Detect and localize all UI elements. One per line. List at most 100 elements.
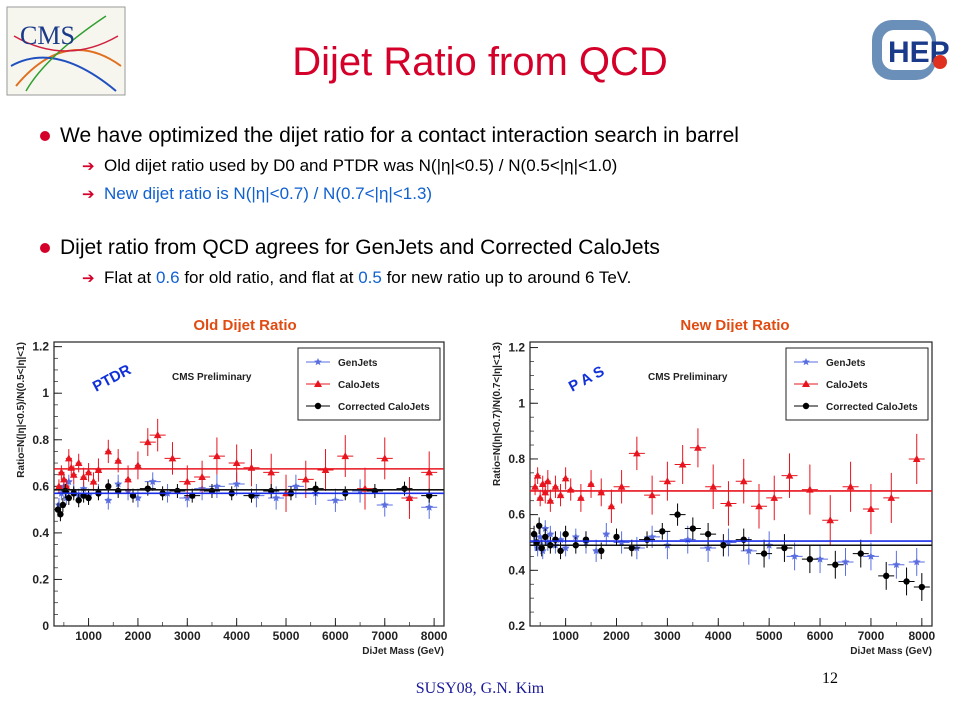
new-dijet-ratio-chart: 0.2 0.4 0.6 0.8 1 1.2 1000 2000 3000 4000 5000 6000… bbox=[478, 332, 944, 660]
data-point bbox=[785, 471, 794, 479]
x-tick-label: 2000 bbox=[125, 629, 152, 643]
data-point bbox=[89, 477, 98, 485]
x-tick-label: 7000 bbox=[371, 629, 398, 643]
legend-marker bbox=[802, 402, 810, 410]
data-point bbox=[267, 468, 276, 476]
data-point bbox=[816, 555, 824, 563]
data-point bbox=[724, 538, 733, 546]
data-point bbox=[75, 497, 82, 504]
data-point bbox=[597, 488, 606, 496]
data-point bbox=[74, 459, 83, 467]
old-ratio-panel-title: Old Dijet Ratio bbox=[193, 317, 297, 334]
x-tick-label: 5000 bbox=[756, 629, 783, 643]
y-axis-title: Ratio=N(|η|<0.7)/N(0.7<|η|<1.3) bbox=[492, 342, 503, 486]
legend: GenJets CaloJets Corrected CaloJets bbox=[785, 347, 929, 421]
page-number: 12 bbox=[822, 670, 838, 687]
sub-bullet-1b-text: New dijet ratio is N(|η|<0.7) / N(0.7<|η… bbox=[104, 184, 433, 203]
data-point bbox=[380, 454, 389, 462]
data-point bbox=[561, 543, 570, 552]
data-point bbox=[544, 477, 552, 485]
data-point bbox=[887, 493, 896, 501]
data-point bbox=[85, 494, 92, 502]
data-point bbox=[62, 482, 71, 490]
sub-bullet-2a-value-new: 0.5 bbox=[358, 268, 382, 287]
series-calojets bbox=[531, 428, 925, 546]
x-tick-label: 5000 bbox=[273, 629, 300, 643]
arrow-right-icon: ➔ bbox=[82, 158, 95, 175]
y-tick-label: 1 bbox=[42, 386, 49, 400]
sub-bullet-2a-value-old: 0.6 bbox=[155, 268, 180, 287]
x-tick-label: 7000 bbox=[858, 629, 885, 643]
legend-marker bbox=[314, 402, 322, 410]
legend-marker bbox=[314, 380, 322, 387]
sub-bullet-2a-part-1: Flat at bbox=[104, 268, 156, 287]
data-point bbox=[704, 530, 712, 538]
y-tick-label: 1 bbox=[518, 396, 525, 410]
data-point bbox=[643, 536, 651, 543]
x-tick-label: 2000 bbox=[603, 629, 630, 643]
data-point bbox=[538, 544, 545, 552]
series-calojets bbox=[55, 418, 438, 519]
data-point bbox=[562, 530, 569, 538]
data-point bbox=[148, 477, 157, 486]
x-tick-label: 8000 bbox=[908, 629, 935, 643]
legend-entry: Corrected CaloJets bbox=[338, 402, 430, 413]
old-dijet-ratio-chart: 0 0.2 0.4 0.6 0.8 1 1.2 1000 2000 3000 4000 5000 600… bbox=[2, 332, 456, 660]
data-point bbox=[79, 473, 88, 481]
legend-entry: GenJets bbox=[338, 358, 378, 369]
data-point bbox=[806, 555, 814, 563]
y-tick-label: 0.6 bbox=[32, 479, 49, 493]
data-point bbox=[331, 496, 340, 504]
x-tick-label: 8000 bbox=[421, 629, 448, 643]
data-point bbox=[832, 561, 839, 568]
data-point bbox=[144, 485, 151, 492]
data-point bbox=[561, 474, 570, 482]
data-point bbox=[552, 536, 559, 543]
data-point bbox=[648, 491, 656, 499]
data-point bbox=[678, 460, 687, 468]
legend: GenJets CaloJets Corrected CaloJets bbox=[297, 347, 441, 421]
data-point bbox=[770, 493, 779, 501]
data-point bbox=[912, 454, 921, 462]
cms-logo: CMS bbox=[6, 6, 126, 96]
data-point bbox=[582, 536, 590, 543]
data-point bbox=[918, 583, 926, 591]
data-point bbox=[892, 560, 901, 569]
legend-marker bbox=[314, 358, 322, 366]
data-point bbox=[312, 485, 319, 492]
data-point bbox=[571, 532, 580, 541]
bullet-1-text: We have optimized the dijet ratio for a … bbox=[60, 124, 739, 147]
data-point bbox=[401, 485, 408, 492]
data-point bbox=[69, 470, 78, 478]
data-point bbox=[134, 461, 142, 469]
x-tick-label: 1000 bbox=[75, 629, 102, 643]
data-point bbox=[740, 536, 747, 543]
data-point bbox=[866, 552, 875, 560]
data-point bbox=[143, 438, 152, 446]
bullet-2: Dijet ratio from QCD agrees for GenJets … bbox=[40, 236, 660, 260]
data-point bbox=[551, 482, 560, 490]
x-axis-title: DiJet Mass (GeV) bbox=[362, 646, 444, 657]
data-point bbox=[659, 528, 666, 535]
data-point bbox=[535, 522, 543, 529]
y-tick-label: 0.4 bbox=[32, 526, 49, 540]
data-point bbox=[781, 544, 788, 552]
data-point bbox=[704, 543, 713, 552]
cms-preliminary-label: CMS Preliminary bbox=[648, 372, 728, 383]
data-point bbox=[912, 557, 921, 566]
data-point bbox=[587, 480, 595, 487]
data-point bbox=[557, 547, 564, 555]
data-point bbox=[628, 544, 635, 552]
data-point bbox=[114, 456, 122, 464]
hep-logo: HEP bbox=[872, 20, 950, 80]
data-point bbox=[301, 475, 310, 483]
data-point bbox=[617, 482, 626, 490]
data-point bbox=[65, 494, 73, 502]
data-point bbox=[867, 505, 875, 513]
data-point bbox=[291, 482, 300, 490]
data-point bbox=[790, 552, 799, 560]
data-point bbox=[546, 496, 555, 504]
y-tick-label: 0.6 bbox=[508, 508, 525, 522]
data-point bbox=[105, 483, 112, 490]
data-point bbox=[613, 533, 620, 541]
